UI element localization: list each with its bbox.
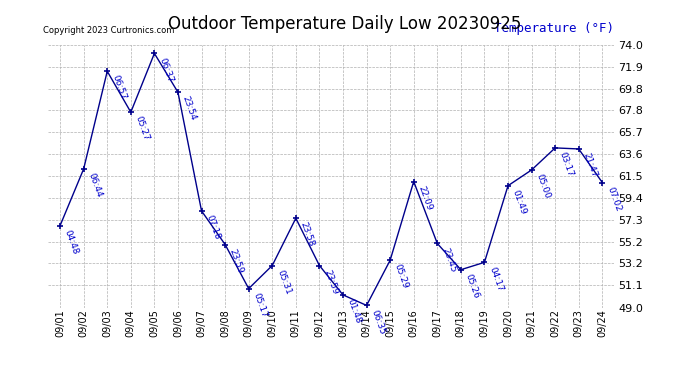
Text: Temperature (°F): Temperature (°F) <box>494 21 614 34</box>
Text: 23:54: 23:54 <box>181 95 198 122</box>
Text: 06:37: 06:37 <box>157 56 175 84</box>
Text: Copyright 2023 Curtronics.com: Copyright 2023 Curtronics.com <box>43 26 174 34</box>
Text: 05:29: 05:29 <box>393 263 410 290</box>
Text: 21:47: 21:47 <box>582 152 599 179</box>
Text: 23:59: 23:59 <box>322 268 339 296</box>
Text: 06:35: 06:35 <box>369 308 386 336</box>
Text: Outdoor Temperature Daily Low 20230925: Outdoor Temperature Daily Low 20230925 <box>168 15 522 33</box>
Text: 06:44: 06:44 <box>86 172 104 199</box>
Text: 05:00: 05:00 <box>534 173 552 200</box>
Text: 23:45: 23:45 <box>440 246 457 273</box>
Text: 05:17: 05:17 <box>251 291 269 319</box>
Text: 03:17: 03:17 <box>558 151 575 178</box>
Text: 04:48: 04:48 <box>63 228 80 255</box>
Text: 05:27: 05:27 <box>134 115 151 142</box>
Text: 23:59: 23:59 <box>228 247 245 274</box>
Text: 05:31: 05:31 <box>275 268 293 296</box>
Text: 01:48: 01:48 <box>346 298 363 325</box>
Text: 22:09: 22:09 <box>417 184 434 211</box>
Text: 04:17: 04:17 <box>487 265 504 292</box>
Text: 06:57: 06:57 <box>110 74 128 101</box>
Text: 05:26: 05:26 <box>464 273 481 300</box>
Text: 01:49: 01:49 <box>511 189 528 216</box>
Text: 07:18: 07:18 <box>204 214 221 241</box>
Text: 23:58: 23:58 <box>299 221 316 248</box>
Text: 07:02: 07:02 <box>605 185 622 213</box>
